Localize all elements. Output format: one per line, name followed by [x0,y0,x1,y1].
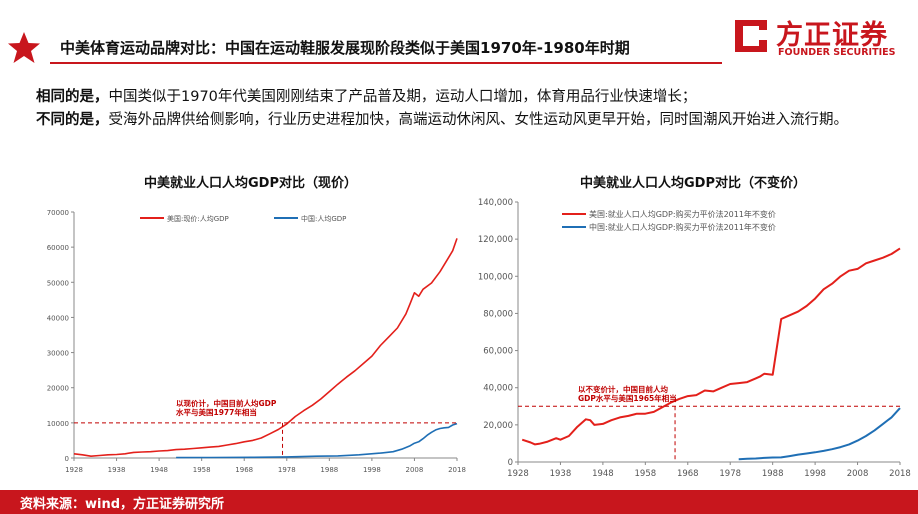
series-line-1 [176,422,458,459]
legend-label-1: 中国:就业人口人均GDP:购买力平价法2011年不变价 [589,222,776,232]
x-tick-label: 1938 [550,469,572,479]
y-tick-label: 80,000 [483,309,513,319]
y-tick-label: 0 [508,458,513,468]
founder-logo: 方正证券 FOUNDER SECURITIES [732,14,914,62]
legend-label-0: 美国:就业人口人均GDP:购买力平价法2011年不变价 [589,209,776,219]
logo-chinese-name: 方正证券 [776,20,888,51]
summary-line-diff: 不同的是，受海外品牌供给侧影响，行业历史进程加快，高端运动休闲风、女性运动风更早… [36,109,896,132]
y-tick-label: 10000 [47,420,69,428]
footer-bar: 资料来源：wind，方正证券研究所 [0,490,918,514]
header: 中美体育运动品牌对比：中国在运动鞋服发展现阶段类似于美国1970年-1980年时… [0,0,918,68]
x-tick-label: 2018 [448,466,466,474]
x-tick-label: 1968 [677,469,699,479]
y-tick-label: 20,000 [483,421,513,431]
chart-title-current: 中美就业人口人均GDP对比（现价） [144,176,357,191]
y-tick-label: 140,000 [478,198,513,208]
annotation-text: 以现价计，中国目前人均GDP [176,398,277,408]
y-tick-label: 100,000 [478,272,513,282]
legend-label-0: 美国:现价:人均GDP [167,214,229,223]
y-tick-label: 40000 [47,314,69,322]
x-tick-label: 1998 [804,469,826,479]
series-line-0 [73,238,458,458]
x-tick-label: 1968 [235,466,253,474]
chart-current-price: 0 10000 20000 30000 40000 50000 60000 70000 1928… [47,209,466,474]
same-label: 相同的是， [36,89,109,105]
series-line-0 [521,247,901,446]
x-tick-label: 1998 [363,466,381,474]
annotation-text: 以不变价计，中国目前人均 [578,384,668,394]
annotation-text: 水平与美国1977年相当 [176,407,257,417]
y-tick-label: 50000 [47,279,69,287]
chart-constant-price: 0 20,000 40,000 60,000 80,000 100,000 120,000 1… [478,198,911,479]
x-tick-label: 1958 [635,469,657,479]
founder-logo-mark-icon [735,20,767,52]
chart-title-constant: 中美就业人口人均GDP对比（不变价） [580,176,806,191]
star-icon [8,32,40,63]
diff-label: 不同的是， [36,112,109,128]
series-line-1 [738,407,901,461]
x-tick-label: 1938 [108,466,126,474]
y-tick-label: 40,000 [483,384,513,394]
x-tick-label: 1928 [65,466,83,474]
y-tick-label: 120,000 [478,235,513,245]
legend-label-1: 中国:人均GDP [301,214,346,223]
x-tick-label: 1988 [320,466,338,474]
y-tick-label: 70000 [47,209,69,217]
y-tick-label: 60,000 [483,347,513,357]
x-tick-label: 1988 [762,469,784,479]
x-tick-label: 1978 [278,466,296,474]
same-text: 中国类似于1970年代美国刚刚结束了产品普及期，运动人口增加，体育用品行业快速增… [108,89,697,105]
summary-line-same: 相同的是，中国类似于1970年代美国刚刚结束了产品普及期，运动人口增加，体育用品… [36,86,896,109]
y-tick-label: 60000 [47,244,69,252]
diff-text: 受海外品牌供给侧影响，行业历史进程加快，高端运动休闲风、女性运动风更早开始，同时… [108,112,849,128]
annotation-text: GDP水平与美国1965年相当 [578,393,677,403]
x-tick-label: 1948 [592,469,614,479]
x-tick-label: 1928 [507,469,529,479]
logo-english-name: FOUNDER SECURITIES [778,47,896,58]
x-tick-label: 1948 [150,466,168,474]
summary-text: 相同的是，中国类似于1970年代美国刚刚结束了产品普及期，运动人口增加，体育用品… [36,86,896,132]
x-tick-label: 2008 [847,469,869,479]
source-note: 资料来源：wind，方正证券研究所 [20,497,225,512]
x-tick-label: 2018 [889,469,911,479]
x-tick-label: 1958 [193,466,211,474]
y-tick-label: 0 [65,455,69,463]
x-tick-label: 1978 [719,469,741,479]
title-underline [50,62,722,64]
x-tick-label: 2008 [406,466,424,474]
page-title: 中美体育运动品牌对比：中国在运动鞋服发展现阶段类似于美国1970年-1980年时… [60,39,630,57]
y-tick-label: 20000 [47,385,69,393]
y-tick-label: 30000 [47,350,69,358]
